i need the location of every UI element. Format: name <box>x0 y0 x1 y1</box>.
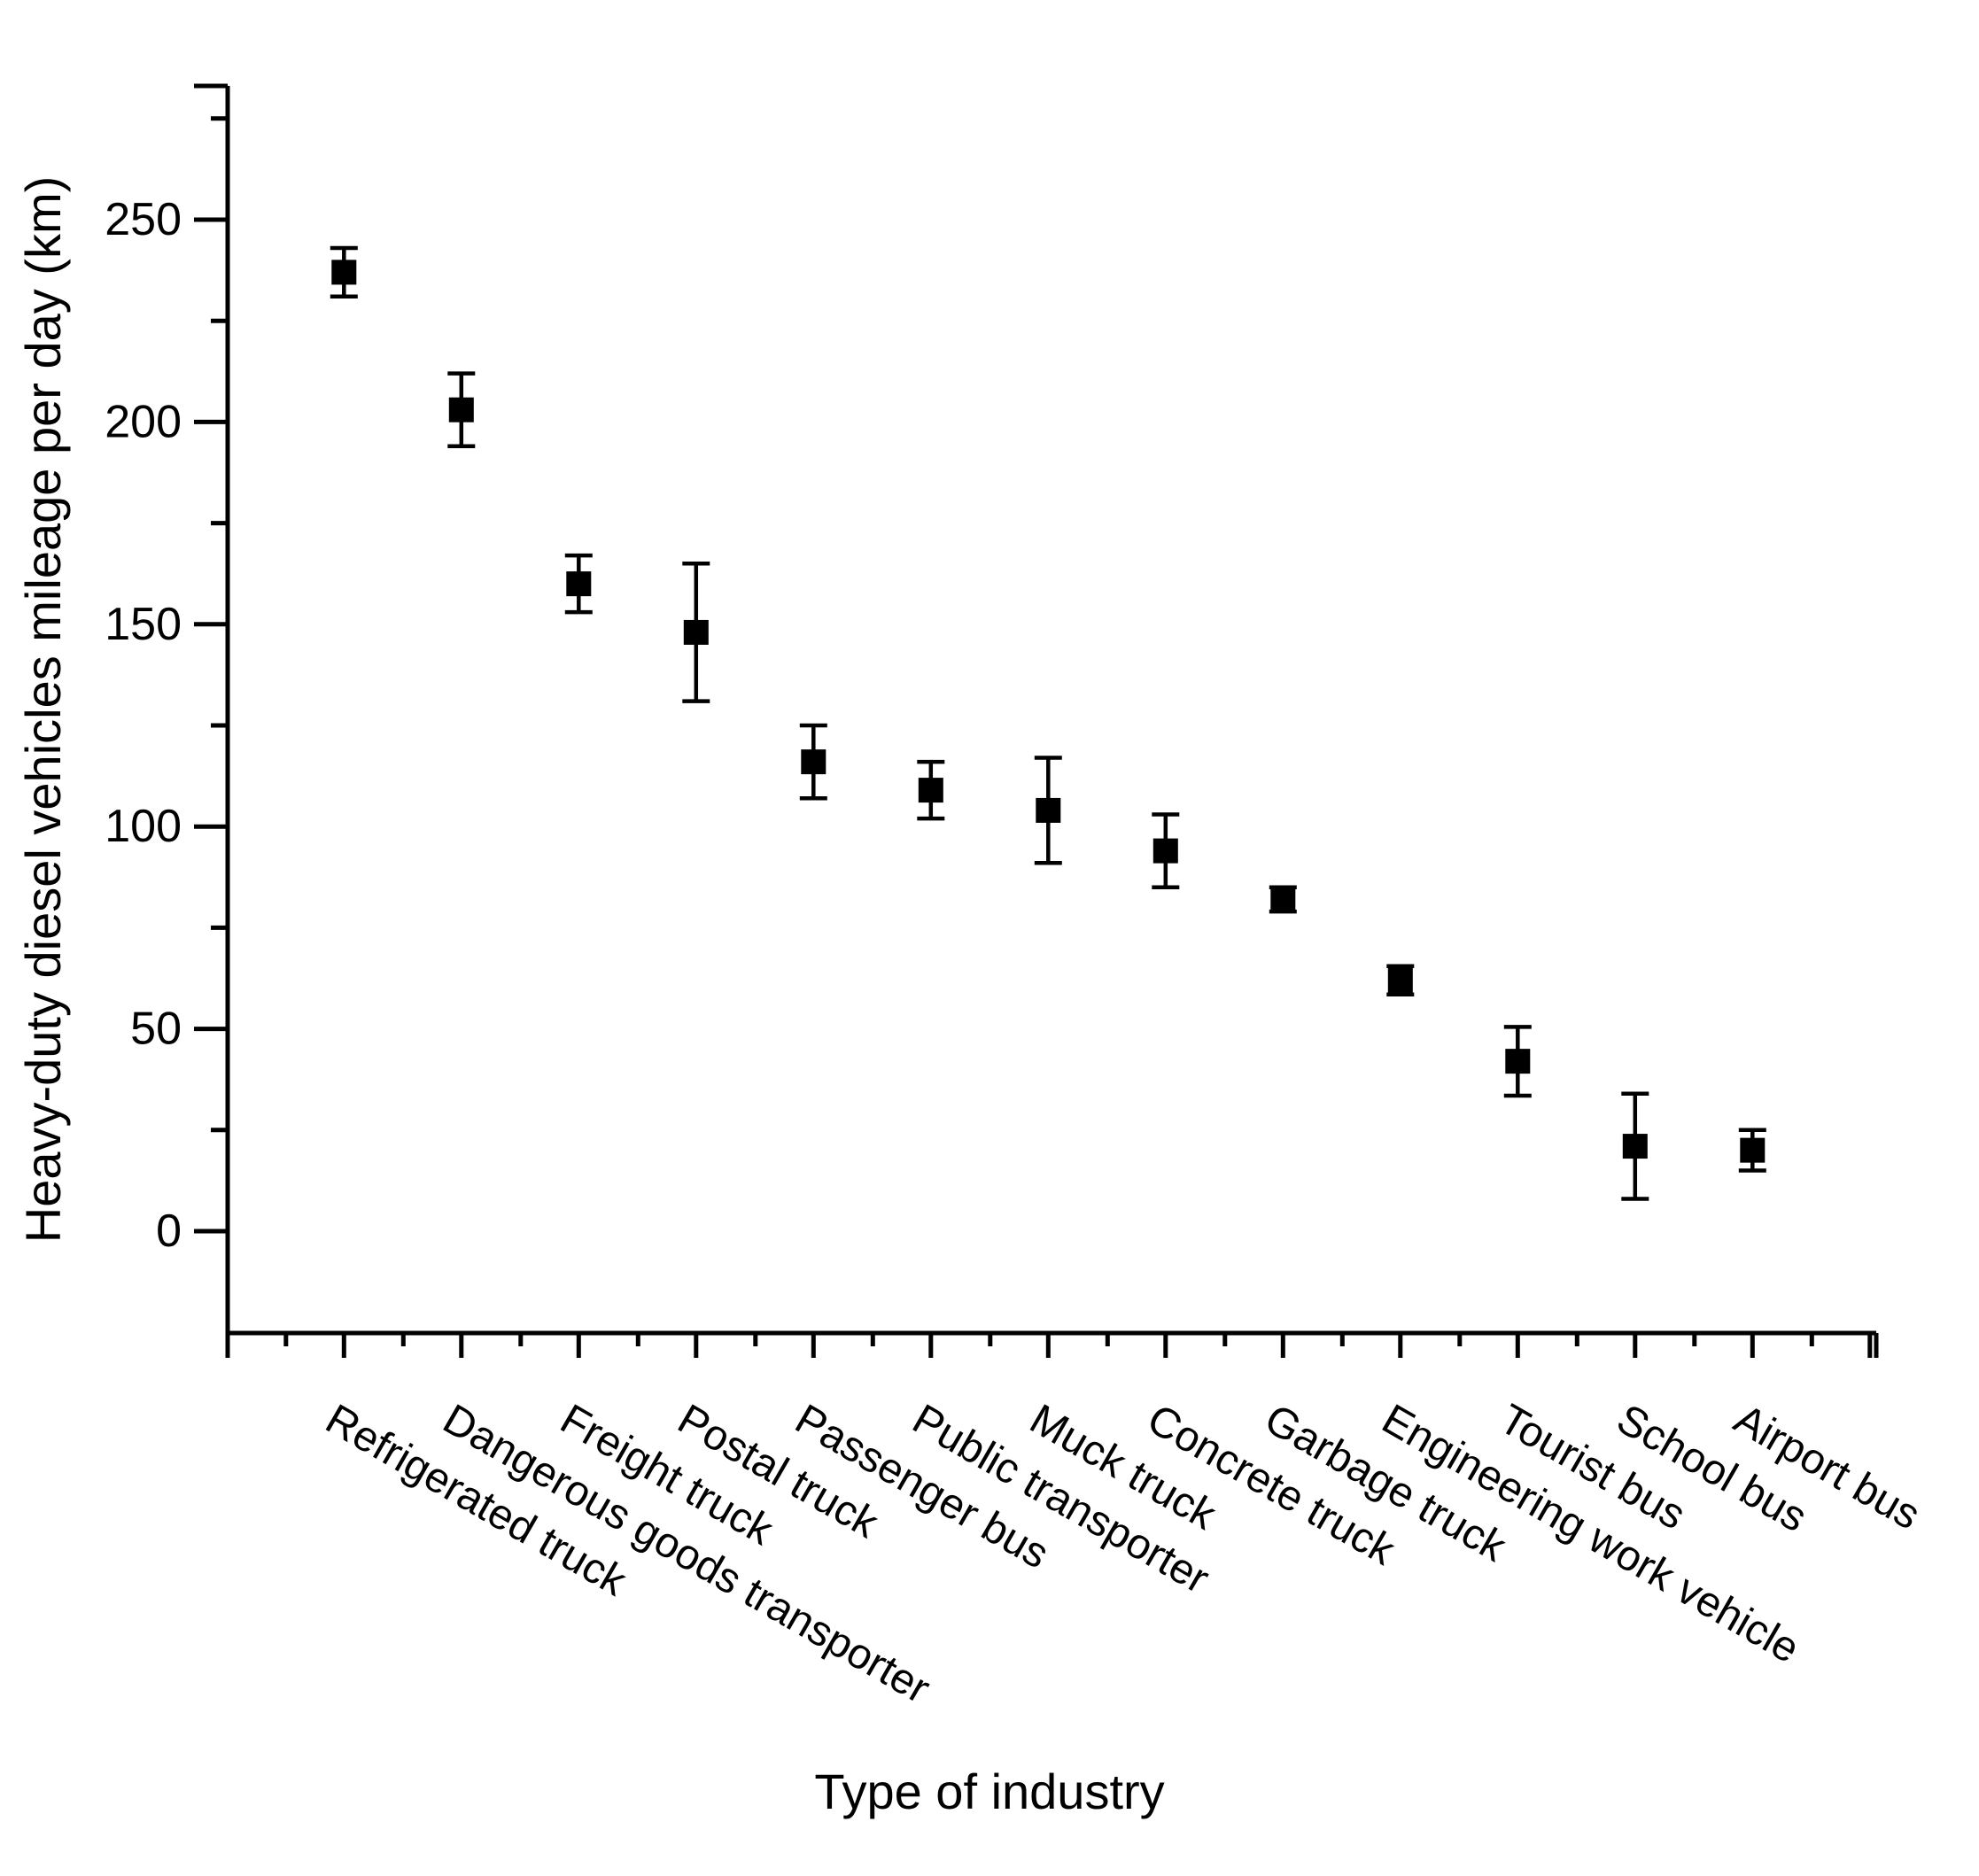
data-point-marker <box>1152 838 1178 864</box>
y-tick-label: 250 <box>105 194 182 245</box>
data-point-marker <box>683 619 709 645</box>
y-tick-label: 200 <box>105 396 182 447</box>
y-axis-title: Heavy-duty diesel vehicles mileage per d… <box>15 176 71 1244</box>
data-point-marker <box>1036 797 1061 823</box>
data-point-marker <box>1270 887 1296 912</box>
data-point-marker <box>1740 1137 1766 1163</box>
y-tick-label: 100 <box>105 801 182 852</box>
y-tick-label: 150 <box>105 599 182 650</box>
data-point-marker <box>1505 1049 1531 1074</box>
data-point-marker <box>1387 967 1413 993</box>
data-point-marker <box>918 778 943 803</box>
y-tick-label: 0 <box>156 1205 182 1257</box>
data-point-marker <box>448 397 474 422</box>
data-point-marker <box>801 749 827 775</box>
data-point-marker <box>331 260 357 285</box>
y-tick-label: 50 <box>130 1004 182 1055</box>
data-point-marker <box>1622 1134 1648 1159</box>
x-axis-title: Type of industry <box>814 1764 1164 1819</box>
data-point-marker <box>566 571 592 597</box>
